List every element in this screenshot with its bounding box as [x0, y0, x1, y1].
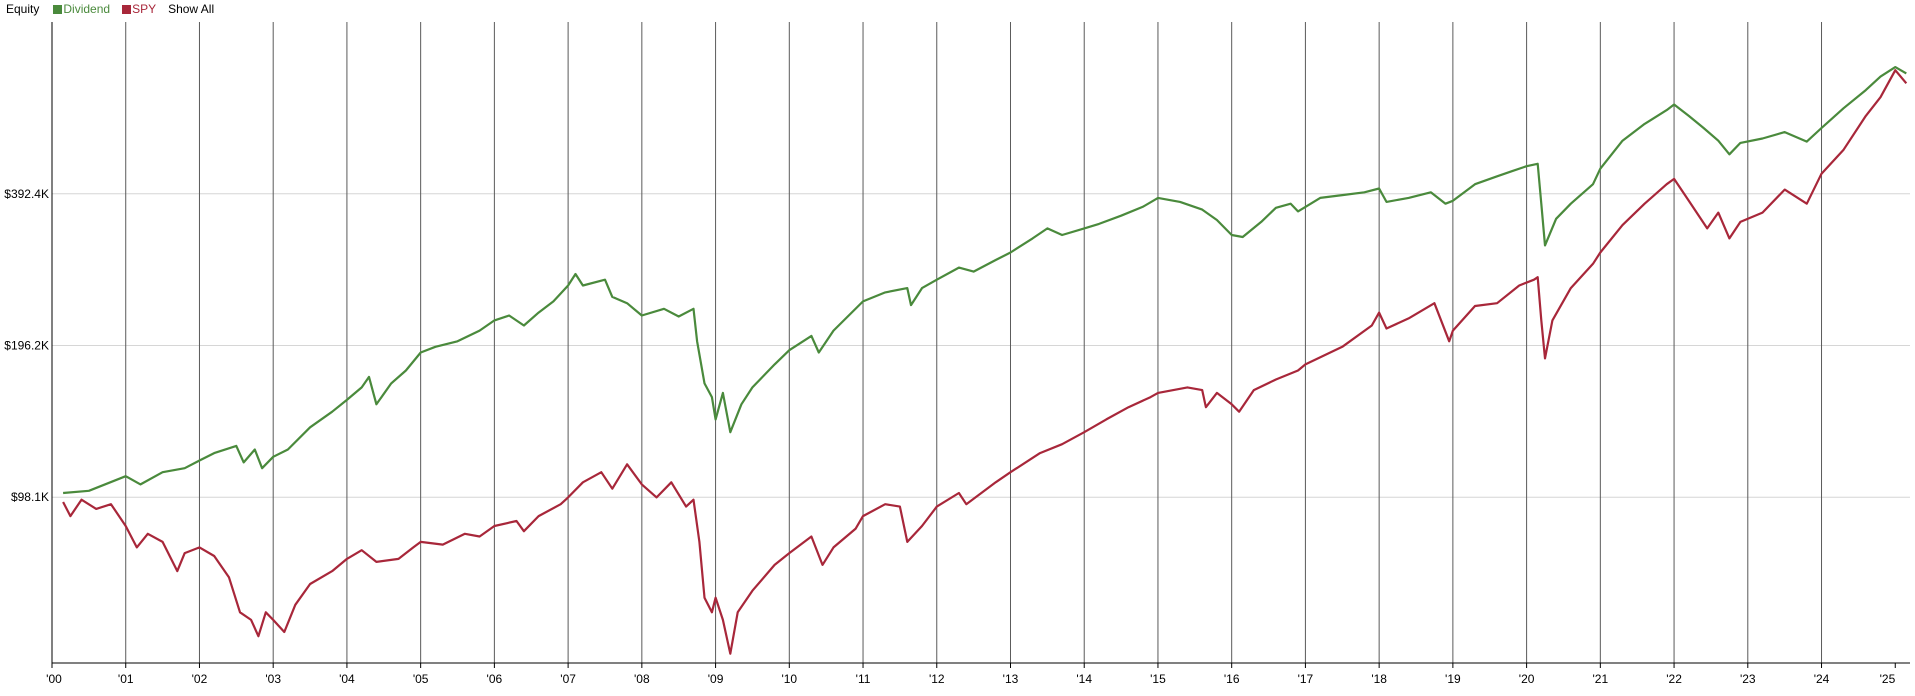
x-tick-label: '21 — [1593, 672, 1609, 686]
vertical-gridlines — [125, 22, 1823, 663]
x-tick-label: '20 — [1519, 672, 1535, 686]
x-tick-label: '10 — [781, 672, 797, 686]
x-tick-label: '12 — [929, 672, 945, 686]
y-tick-label: $196.2K — [4, 338, 49, 352]
y-tick-labels: $98.1K $196.2K $392.4K — [4, 187, 49, 504]
x-tick-label: '05 — [413, 672, 429, 686]
legend-title: Equity — [6, 2, 40, 16]
x-tick-label: '18 — [1371, 672, 1387, 686]
legend-item-dividend[interactable]: Dividend — [53, 2, 110, 16]
legend-item-spy[interactable]: SPY — [122, 2, 156, 16]
x-tick-label: '09 — [708, 672, 724, 686]
x-tick-label: '15 — [1150, 672, 1166, 686]
x-tick-label: '16 — [1224, 672, 1240, 686]
y-tick-label: $392.4K — [4, 187, 49, 201]
y-tick-label: $98.1K — [11, 490, 49, 504]
axes — [51, 22, 1910, 668]
x-tick-label: '00 — [46, 672, 62, 686]
x-tick-label: '03 — [265, 672, 281, 686]
legend-label-dividend: Dividend — [63, 2, 111, 16]
dividend-swatch-icon — [53, 4, 63, 14]
x-tick-label: '24 — [1814, 672, 1830, 686]
x-tick-label: '06 — [487, 672, 503, 686]
x-tick-label: '01 — [118, 672, 134, 686]
x-tick-label: '07 — [560, 672, 576, 686]
x-tick-label: '22 — [1666, 672, 1682, 686]
spy-swatch-icon — [122, 4, 132, 14]
horizontal-gridlines — [52, 193, 1910, 498]
x-tick-label: '04 — [339, 672, 355, 686]
x-tick-label: '17 — [1298, 672, 1314, 686]
x-tick-labels: '00 '01 '02 '03 '04 '05 '06 '07 '08 '09 '10 '11 '12 '… — [46, 672, 1895, 686]
x-tick-label: '19 — [1445, 672, 1461, 686]
show-all-button[interactable]: Show All — [168, 2, 215, 16]
series-line-spy — [62, 69, 1908, 655]
x-tick-label: '02 — [192, 672, 208, 686]
x-tick-label: '23 — [1740, 672, 1756, 686]
x-tick-label: '11 — [856, 672, 871, 686]
x-tick-label: '25 — [1880, 672, 1896, 686]
legend: Equity Dividend SPY Show All — [6, 1, 214, 17]
x-tick-label: '14 — [1076, 672, 1092, 686]
series-lines — [62, 66, 1908, 655]
legend-label-spy: SPY — [132, 2, 157, 16]
x-tick-label: '08 — [634, 672, 650, 686]
series-line-dividend — [63, 66, 1907, 495]
x-tick-label: '13 — [1003, 672, 1019, 686]
